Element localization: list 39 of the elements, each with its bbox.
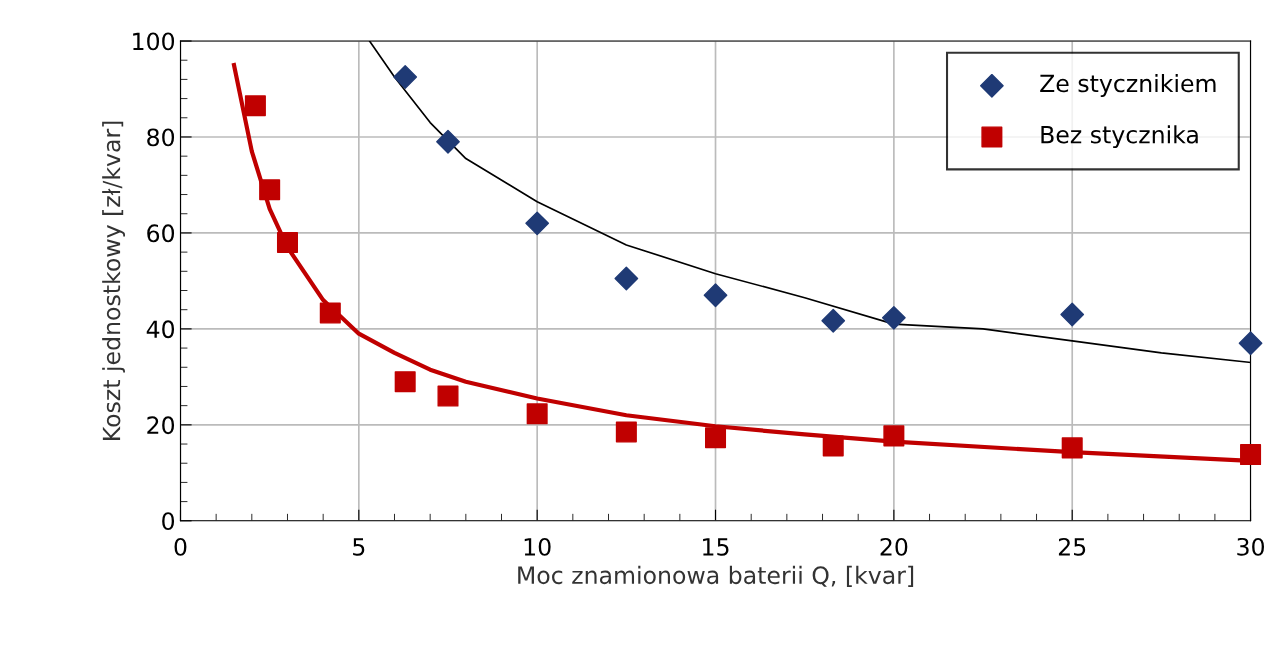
point [821,308,846,333]
point [393,65,418,89]
x-axis-title: Moc znamionowa baterii Q, [kvar] [518,565,914,587]
legend-label: Bez stycznika [1041,125,1198,149]
point [703,283,728,308]
y-tick-label: 20 [147,416,175,435]
y-axis-title: Koszt jednostkowy [zł/kvar] [102,121,125,440]
point [259,179,281,201]
x-tick-label: 30 [1237,537,1265,556]
point [1240,444,1262,466]
point [1238,331,1263,356]
point [1061,437,1083,459]
x-tick-label: 5 [353,538,365,556]
point [319,302,341,324]
point [436,129,460,154]
y-tick-label: 100 [133,32,175,51]
x-tick-label: 20 [880,537,908,556]
point [244,95,266,117]
point [526,403,548,425]
x-tick-label: 15 [703,538,729,556]
legend-label: Ze stycznikiem [1040,74,1216,97]
y-tick-label: 0 [162,512,175,531]
point [705,427,727,449]
x-tick-label: 10 [524,537,551,556]
point [883,425,905,447]
point [437,385,459,407]
point [525,211,550,236]
y-tick-label: 40 [146,320,175,339]
y-tick-label: 60 [147,224,175,243]
point [881,305,906,330]
point [276,232,299,254]
y-tick-label: 80 [147,128,175,147]
point [394,371,416,393]
point [822,435,844,457]
x-tick-label: 25 [1058,537,1086,556]
point [1060,302,1085,327]
x-tick-label: 0 [174,537,187,556]
point [614,266,639,291]
point [615,421,637,443]
